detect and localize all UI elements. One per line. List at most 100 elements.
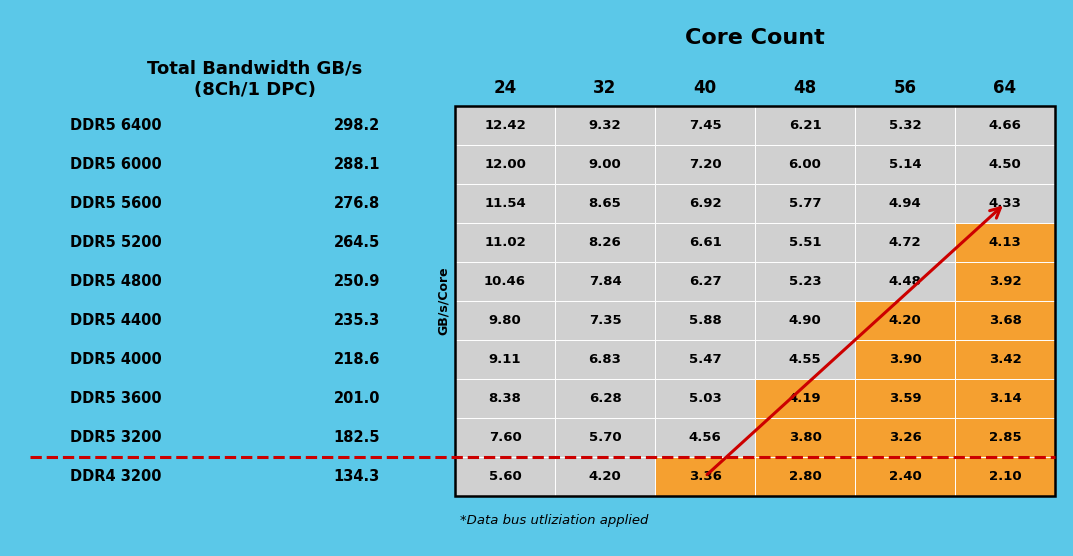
Text: 6.61: 6.61	[689, 236, 721, 249]
Bar	[855, 340, 955, 379]
Bar	[555, 184, 655, 223]
Text: 6.21: 6.21	[789, 119, 821, 132]
Bar	[955, 418, 1055, 457]
Text: 250.9: 250.9	[334, 274, 380, 289]
Bar	[855, 145, 955, 184]
Text: 7.60: 7.60	[488, 431, 521, 444]
Bar	[555, 262, 655, 301]
Text: 64: 64	[994, 79, 1016, 97]
Bar	[555, 223, 655, 262]
Bar	[955, 223, 1055, 262]
Text: Core Count: Core Count	[686, 28, 825, 48]
Text: 5.23: 5.23	[789, 275, 821, 288]
Text: 235.3: 235.3	[334, 313, 380, 328]
Text: 10.46: 10.46	[484, 275, 526, 288]
Text: 4.72: 4.72	[888, 236, 922, 249]
Bar	[755, 262, 855, 301]
Text: 298.2: 298.2	[334, 118, 380, 133]
Text: DDR5 3600: DDR5 3600	[70, 391, 162, 406]
Text: DDR5 6400: DDR5 6400	[70, 118, 162, 133]
Bar	[555, 301, 655, 340]
Text: 2.85: 2.85	[988, 431, 1021, 444]
Bar	[855, 379, 955, 418]
Text: 5.03: 5.03	[689, 392, 721, 405]
Bar	[955, 340, 1055, 379]
Text: 7.35: 7.35	[589, 314, 621, 327]
Text: 134.3: 134.3	[334, 469, 380, 484]
Text: 5.32: 5.32	[888, 119, 922, 132]
Text: GB/s/Core: GB/s/Core	[437, 267, 450, 335]
Text: 4.94: 4.94	[888, 197, 922, 210]
Text: 3.90: 3.90	[888, 353, 922, 366]
Text: 9.80: 9.80	[488, 314, 521, 327]
Bar	[955, 145, 1055, 184]
Bar	[655, 106, 755, 145]
Bar	[455, 262, 555, 301]
Bar	[655, 301, 755, 340]
Bar	[655, 457, 755, 496]
Text: 7.84: 7.84	[589, 275, 621, 288]
Text: *Data bus utliziation applied: *Data bus utliziation applied	[460, 514, 648, 527]
Text: 4.66: 4.66	[988, 119, 1021, 132]
Bar	[755, 340, 855, 379]
Text: 5.70: 5.70	[589, 431, 621, 444]
Text: 2.40: 2.40	[888, 470, 922, 483]
Text: 7.20: 7.20	[689, 158, 721, 171]
Bar	[555, 106, 655, 145]
Text: 4.20: 4.20	[589, 470, 621, 483]
Bar	[555, 418, 655, 457]
Text: 8.38: 8.38	[488, 392, 521, 405]
Bar	[955, 457, 1055, 496]
Text: 5.47: 5.47	[689, 353, 721, 366]
Text: 2.80: 2.80	[789, 470, 821, 483]
Bar	[955, 379, 1055, 418]
Text: 9.11: 9.11	[488, 353, 521, 366]
Bar	[455, 340, 555, 379]
Text: 3.26: 3.26	[888, 431, 922, 444]
Text: Total Bandwidth GB/s
(8Ch/1 DPC): Total Bandwidth GB/s (8Ch/1 DPC)	[147, 60, 363, 99]
Text: 12.42: 12.42	[484, 119, 526, 132]
Text: 6.83: 6.83	[589, 353, 621, 366]
Text: 3.80: 3.80	[789, 431, 822, 444]
Text: 5.88: 5.88	[689, 314, 721, 327]
Text: 8.26: 8.26	[589, 236, 621, 249]
Text: DDR5 3200: DDR5 3200	[70, 430, 162, 445]
Bar	[555, 379, 655, 418]
Text: DDR5 4800: DDR5 4800	[70, 274, 162, 289]
Text: 4.48: 4.48	[888, 275, 922, 288]
Bar	[655, 262, 755, 301]
Text: 4.55: 4.55	[789, 353, 821, 366]
Text: 4.13: 4.13	[988, 236, 1021, 249]
Text: 3.92: 3.92	[988, 275, 1021, 288]
Bar	[455, 223, 555, 262]
Text: 9.00: 9.00	[589, 158, 621, 171]
Text: 264.5: 264.5	[334, 235, 380, 250]
Bar	[855, 223, 955, 262]
Text: 12.00: 12.00	[484, 158, 526, 171]
Text: 40: 40	[693, 79, 717, 97]
Text: 5.77: 5.77	[789, 197, 821, 210]
Bar	[955, 106, 1055, 145]
Text: 4.19: 4.19	[789, 392, 821, 405]
Text: 4.56: 4.56	[689, 431, 721, 444]
Bar	[455, 106, 555, 145]
Text: DDR5 4000: DDR5 4000	[70, 352, 162, 367]
Bar	[755, 379, 855, 418]
Text: 11.02: 11.02	[484, 236, 526, 249]
Bar	[455, 184, 555, 223]
Text: 4.90: 4.90	[789, 314, 821, 327]
Text: 201.0: 201.0	[334, 391, 380, 406]
Bar	[955, 301, 1055, 340]
Text: DDR5 5600: DDR5 5600	[70, 196, 162, 211]
Text: 6.28: 6.28	[589, 392, 621, 405]
Text: DDR5 4400: DDR5 4400	[70, 313, 162, 328]
Text: 11.54: 11.54	[484, 197, 526, 210]
Bar	[855, 106, 955, 145]
Bar	[855, 262, 955, 301]
Bar	[455, 301, 555, 340]
Text: 3.59: 3.59	[888, 392, 922, 405]
Text: 276.8: 276.8	[334, 196, 380, 211]
Bar	[555, 340, 655, 379]
Text: 24: 24	[494, 79, 516, 97]
Bar	[655, 184, 755, 223]
